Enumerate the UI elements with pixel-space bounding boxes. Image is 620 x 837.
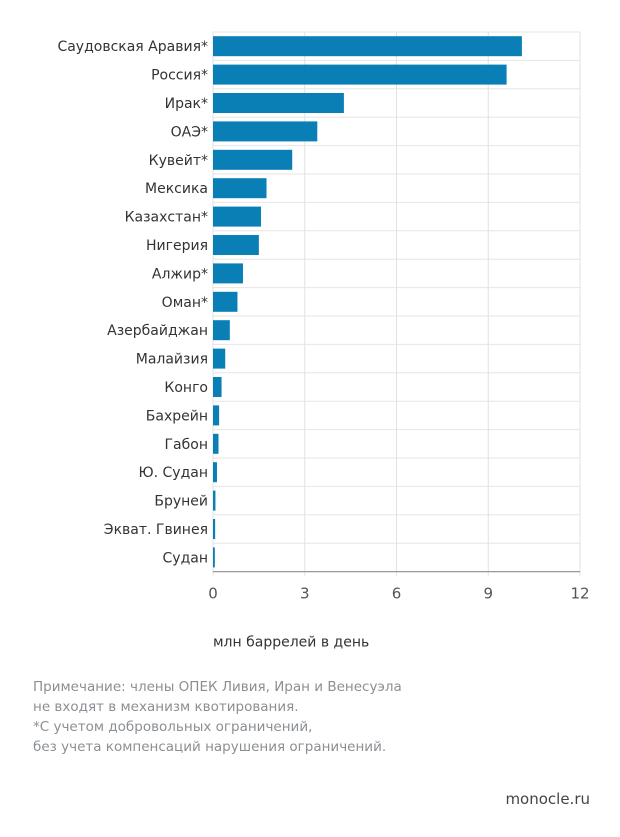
- category-label: Нигерия: [146, 238, 208, 254]
- bar: [213, 519, 216, 539]
- x-tick-label: 6: [392, 585, 402, 603]
- category-label: Экват. Гвинея: [104, 522, 208, 538]
- category-label: Россия*: [151, 68, 208, 84]
- bar: [213, 178, 267, 199]
- category-label: Бруней: [154, 494, 208, 510]
- bar: [213, 405, 220, 426]
- bar: [213, 433, 219, 454]
- category-label: Алжир*: [152, 266, 208, 282]
- note-line: *С учетом добровольных ограничений,: [33, 719, 313, 735]
- bar: [213, 291, 238, 312]
- bar: [213, 64, 507, 85]
- category-label: Мексика: [145, 181, 208, 197]
- category-label: Оман*: [162, 295, 208, 311]
- category-label: Судан: [163, 550, 208, 566]
- bar: [213, 235, 259, 255]
- bar: [213, 263, 243, 284]
- category-label: Ирак*: [165, 96, 208, 112]
- x-tick-label: 12: [570, 585, 589, 603]
- note-line: без учета компенсаций нарушения ограниче…: [33, 739, 387, 755]
- note-line: Примечание: члены ОПЕК Ливия, Иран и Вен…: [33, 679, 402, 695]
- category-label: Кувейт*: [149, 153, 208, 169]
- bar: [213, 547, 215, 568]
- category-label: Малайзия: [136, 352, 208, 368]
- category-label: Конго: [164, 380, 208, 396]
- category-label: Саудовская Аравия*: [57, 39, 208, 55]
- category-label: Ю. Судан: [139, 465, 209, 481]
- bar: [213, 348, 226, 369]
- bar: [213, 462, 217, 483]
- chart-note: Примечание: члены ОПЕК Ливия, Иран и Вен…: [33, 677, 402, 757]
- x-tick-label: 9: [483, 585, 493, 603]
- x-tick-label: 3: [300, 585, 310, 603]
- category-label: Казахстан*: [125, 210, 208, 226]
- x-axis-label: млн баррелей в день: [213, 635, 369, 651]
- note-line: не входят в механизм квотирования.: [33, 699, 299, 715]
- bar: [213, 377, 222, 397]
- bar: [213, 121, 318, 142]
- bar: [213, 93, 344, 113]
- category-label: Бахрейн: [146, 408, 208, 424]
- source-label: monocle.ru: [505, 790, 590, 808]
- category-label: Азербайджан: [107, 323, 208, 339]
- x-tick-label: 0: [208, 585, 218, 603]
- bar: [213, 36, 522, 57]
- category-label: Габон: [165, 437, 208, 453]
- bar: [213, 149, 293, 170]
- bar-chart: 0 3 6 9 12 Саудовская Аравия* Россия* Ирак* ОАЭ*…: [57, 31, 590, 651]
- bar: [213, 320, 230, 341]
- category-label: ОАЭ*: [171, 124, 208, 140]
- bar: [213, 490, 216, 511]
- bar: [213, 206, 262, 227]
